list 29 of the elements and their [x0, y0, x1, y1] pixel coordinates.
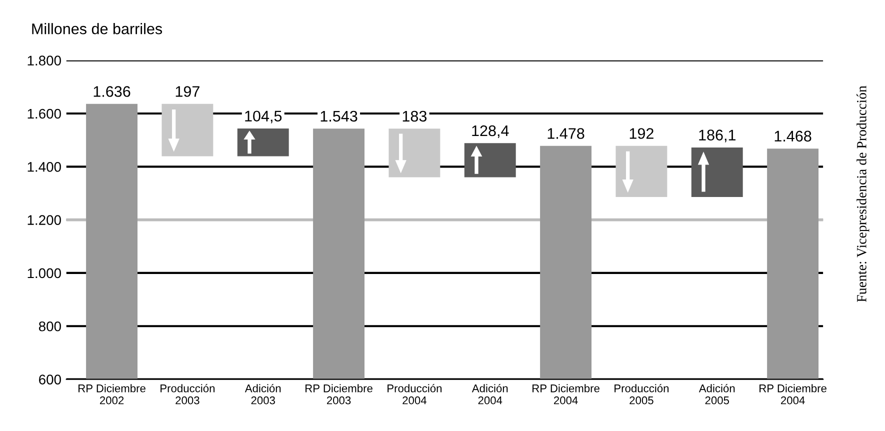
source-note: Fuente: Vicepresidencia de Producción: [856, 86, 870, 302]
data-label: 1.468: [774, 130, 812, 142]
y-tick-label: 600: [39, 374, 61, 384]
y-tick-label: 800: [38, 321, 61, 332]
x-tick-label: Producción 2004: [388, 384, 442, 404]
y-tick-label: 1.600: [28, 108, 61, 119]
x-tick-label: RP Diciembre 2002: [78, 384, 146, 404]
data-label: 192: [630, 128, 654, 139]
data-label: 197: [176, 86, 200, 97]
x-tick-label: RP Diciembre 2003: [306, 384, 372, 404]
y-tick-label: 1.000: [28, 268, 61, 278]
x-tick-label: Adición 2005: [698, 384, 735, 404]
x-tick-label: Adición 2004: [472, 384, 508, 404]
x-tick-label: Adición 2003: [244, 384, 281, 404]
y-tick-label: 1.400: [28, 162, 61, 172]
data-label: 128,4: [472, 125, 509, 138]
x-tick-label: RP Diciembre 2004: [760, 384, 826, 404]
data-label: 183: [402, 110, 427, 122]
data-label: 1.543: [320, 110, 358, 122]
x-tick-label: RP Diciembre 2004: [532, 384, 600, 404]
y-tick-label: 1.200: [28, 215, 61, 225]
x-tick-label: Producción 2003: [160, 384, 215, 404]
data-label: 104,5: [245, 110, 282, 124]
data-label: 1.478: [548, 128, 584, 139]
x-tick-label: Producción 2005: [614, 384, 669, 404]
data-label: 1.636: [94, 86, 130, 97]
y-axis-title: Millones de barriles: [32, 23, 162, 34]
data-label: 186,1: [699, 130, 736, 142]
y-tick-label: 1.800: [28, 56, 61, 66]
